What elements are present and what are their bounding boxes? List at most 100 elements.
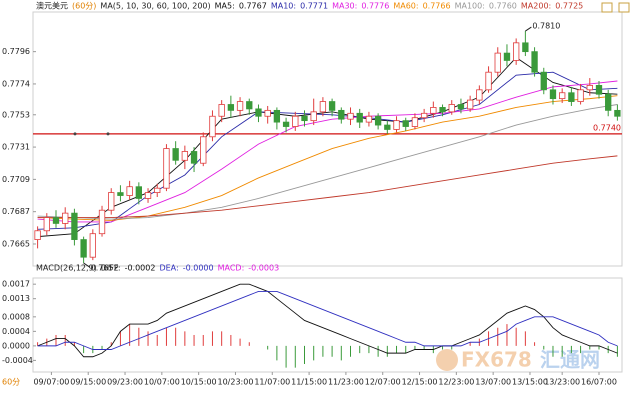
candle-body <box>117 192 124 196</box>
y-tick-label: -0.0004 <box>2 356 33 365</box>
period-footer: 60分 <box>2 378 20 387</box>
y-tick-label: 0.7687 <box>2 207 30 216</box>
x-tick-label: 09/15:00 <box>70 378 106 387</box>
candle-body <box>549 89 557 100</box>
candle-body <box>328 101 336 111</box>
instrument-title: 澳元美元 <box>36 1 68 11</box>
legend-value: 0.7776 <box>361 2 389 11</box>
candle-body <box>144 192 152 199</box>
legend-label: MA100: <box>455 2 485 11</box>
y-tick-label: 0.7796 <box>2 47 30 56</box>
window-button[interactable] <box>618 2 630 13</box>
x-tick-label: 11/23:00 <box>328 378 364 387</box>
candle-body <box>255 108 262 117</box>
legend-label: MA30: <box>332 2 357 11</box>
candle-body <box>236 101 244 111</box>
legend-value: 0.7766 <box>423 2 451 11</box>
candle-body <box>466 99 474 110</box>
candle-body <box>209 115 216 138</box>
candle-body <box>393 120 400 130</box>
legend-label: MA10: <box>271 2 296 11</box>
legend-label: MACD: <box>218 264 245 273</box>
candle-body <box>439 107 446 113</box>
candle-body <box>595 85 603 95</box>
period-label: (60分) <box>72 2 96 11</box>
reference-handle <box>106 132 110 136</box>
candle-body <box>402 120 409 127</box>
candle-body <box>605 93 612 111</box>
candle-body <box>200 136 207 164</box>
settings-button[interactable] <box>601 2 613 13</box>
x-tick-label: 11/07:00 <box>254 378 290 387</box>
candle-body <box>485 71 492 91</box>
watermark-icon <box>436 349 458 371</box>
macd-line <box>37 283 618 358</box>
candle-body <box>218 104 225 117</box>
watermark-logo: FX678 <box>461 348 532 372</box>
x-tick-label: 12/07:00 <box>365 378 401 387</box>
y-tick-label: 0.7731 <box>2 143 30 152</box>
candle-body <box>89 233 96 258</box>
legend-label: MA200: <box>521 2 551 11</box>
y-tick-label: 0.0013 <box>2 294 30 303</box>
reference-label: 0.7740 <box>593 123 621 132</box>
candle-body <box>356 112 363 123</box>
ma-line <box>37 80 618 223</box>
macd-frame <box>32 277 623 373</box>
x-tick-label: 10/07:00 <box>144 378 180 387</box>
ma-line <box>37 155 618 218</box>
candle-body <box>292 115 299 127</box>
candle-body <box>62 212 69 224</box>
y-tick-label: 0.0008 <box>2 312 30 321</box>
low-pointer <box>83 262 90 268</box>
high-label: 0.7810 <box>532 22 560 31</box>
legend-label: MA5: <box>215 2 235 11</box>
candle-body <box>135 186 142 199</box>
y-tick-label: 0.0017 <box>2 280 30 289</box>
candle-body <box>273 109 281 123</box>
candle-body <box>457 104 465 110</box>
candle-body <box>98 209 106 235</box>
y-tick-label: 0.7665 <box>2 239 30 248</box>
macd-title: MACD(26,12,9) <box>36 264 97 273</box>
x-tick-label: 09/23:00 <box>107 378 143 387</box>
candle-body <box>448 104 455 113</box>
y-tick-label: 0.0000 <box>2 341 30 350</box>
candle-body <box>190 151 198 164</box>
candle-body <box>227 104 235 111</box>
candle-body <box>154 187 161 193</box>
x-tick-label: 13/07:00 <box>475 378 511 387</box>
candle-body <box>430 107 437 114</box>
candle-body <box>384 124 391 130</box>
legend-value: -0.0003 <box>248 264 279 273</box>
x-tick-label: 13/15:00 <box>512 378 548 387</box>
x-tick-label: 10/23:00 <box>218 378 254 387</box>
candle-body <box>513 42 520 61</box>
candle-body <box>494 52 501 73</box>
y-tick-label: 0.0004 <box>2 327 30 336</box>
x-tick-label: 12/15:00 <box>402 378 438 387</box>
candle-body <box>586 85 593 91</box>
candle-body <box>282 121 290 127</box>
candle-body <box>365 115 373 123</box>
candle-body <box>181 151 189 161</box>
ma-header: MA(5, 10, 30, 60, 100, 200) <box>100 2 210 11</box>
legend-value: -0.0002 <box>125 264 156 273</box>
ma-line <box>37 95 618 221</box>
candle-body <box>503 52 511 61</box>
candle-body <box>172 148 179 161</box>
candle-body <box>577 89 584 102</box>
candle-body <box>420 112 428 119</box>
x-tick-label: 13/23:00 <box>544 378 580 387</box>
legend-label: DEA: <box>159 264 178 273</box>
candle-body <box>34 230 41 240</box>
candle-body <box>614 109 621 117</box>
y-tick-label: 0.7774 <box>2 79 30 88</box>
legend-value: 0.7760 <box>489 2 517 11</box>
candle-body <box>126 186 133 196</box>
candle-body <box>531 51 538 73</box>
candle-body <box>568 92 575 102</box>
candle-body <box>522 42 529 53</box>
